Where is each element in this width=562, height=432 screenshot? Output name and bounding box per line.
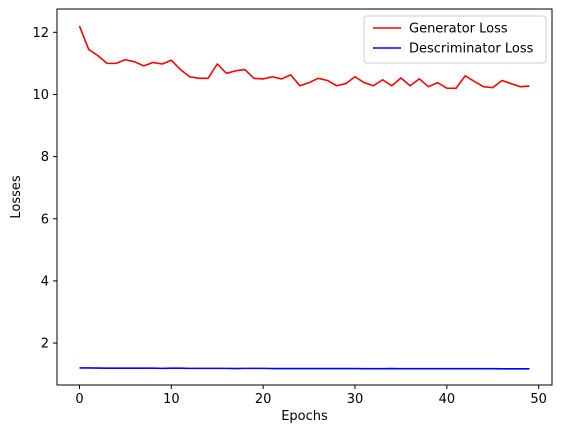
legend-label-descriminator-loss: Descriminator Loss xyxy=(409,42,534,57)
series-line-descriminator-loss xyxy=(79,367,530,370)
x-tick-label: 40 xyxy=(439,392,456,407)
y-tick-label: 10 xyxy=(32,88,49,103)
y-tick-label: 12 xyxy=(32,26,49,41)
plot-lines xyxy=(78,25,530,370)
x-axis-ticks: 0 10 20 30 40 50 xyxy=(75,385,547,407)
x-tick-label: 50 xyxy=(530,392,547,407)
legend: Generator Loss Descriminator Loss xyxy=(363,15,547,64)
x-tick-label: 30 xyxy=(347,392,364,407)
y-axis-ticks: 2 4 6 8 10 12 xyxy=(32,26,57,352)
plot-frame xyxy=(56,8,553,386)
legend-label-generator-loss: Generator Loss xyxy=(409,22,508,37)
x-tick-label: 10 xyxy=(163,392,180,407)
series-line-generator-loss xyxy=(78,25,530,90)
legend-box xyxy=(363,15,547,64)
y-axis-label: Losses xyxy=(9,175,24,219)
x-axis-label: Epochs xyxy=(281,409,328,424)
x-tick-label: 0 xyxy=(75,392,83,407)
y-tick-label: 2 xyxy=(41,337,49,352)
y-tick-label: 8 xyxy=(41,150,49,165)
y-tick-label: 4 xyxy=(41,274,49,289)
x-tick-label: 20 xyxy=(255,392,272,407)
y-tick-label: 6 xyxy=(41,212,49,227)
